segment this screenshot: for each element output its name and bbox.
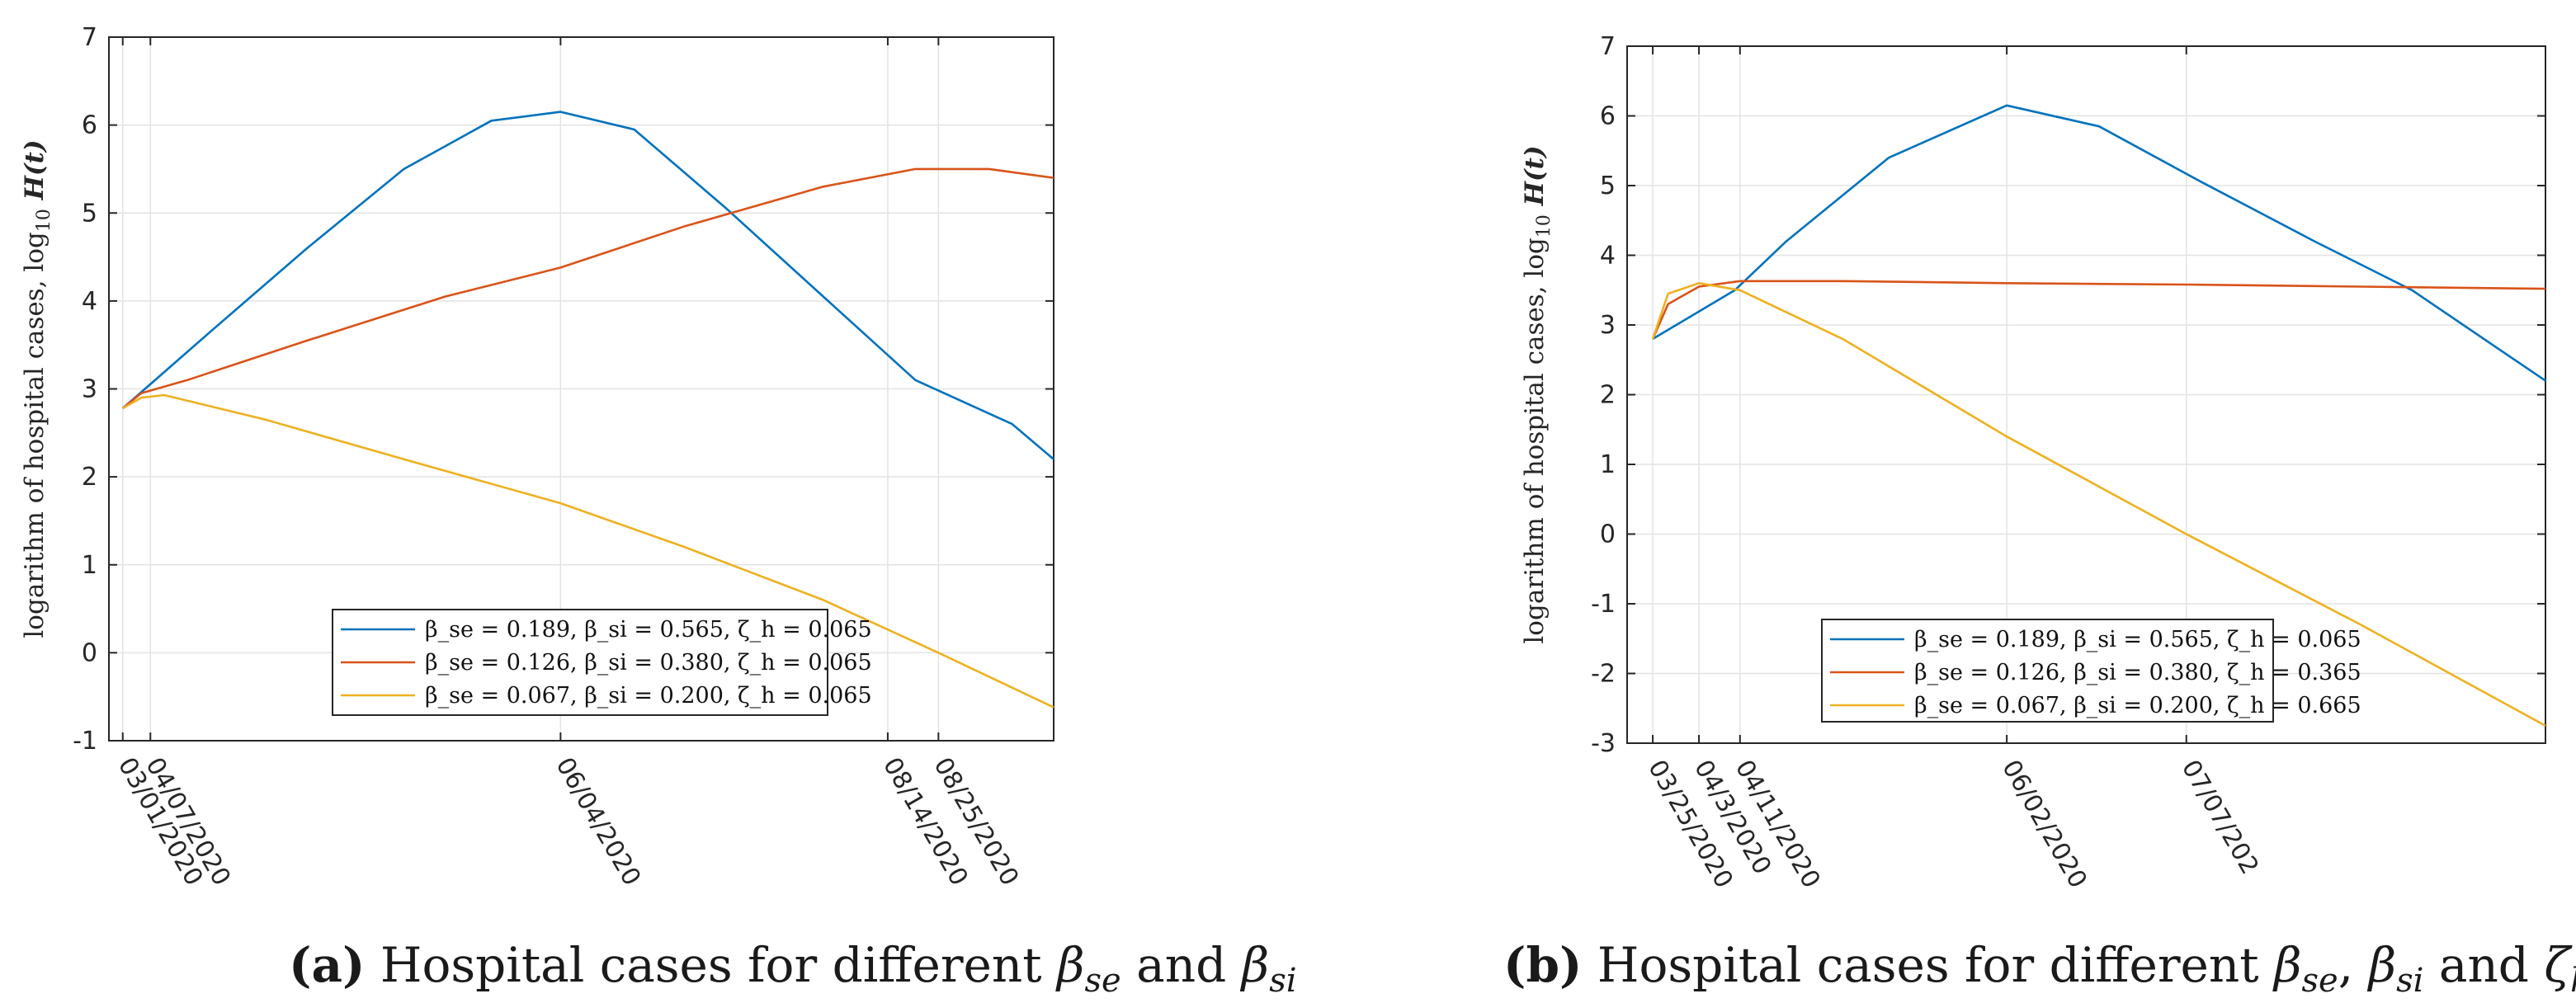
y-axis-label-base: 10 [34, 209, 54, 232]
y-tick-label: 0 [82, 638, 97, 667]
legend-label-1: β_se = 0.189, β_si = 0.565, ζ_h = 0.065 [425, 617, 872, 643]
y-tick-label: -1 [73, 727, 97, 756]
series-line-1 [121, 111, 1054, 460]
y-tick-label: -1 [1591, 590, 1616, 619]
series-line-3 [122, 393, 1054, 709]
x-tick-label: 06/02/2020 [1996, 756, 2092, 893]
legend-label-3: β_se = 0.067, β_si = 0.200, ζ_h = 0.065 [425, 683, 872, 709]
y-tick-label: 2 [1600, 381, 1616, 410]
caption-b-symbol-1: β [2272, 937, 2302, 993]
caption-b-mid-2: and [2423, 937, 2544, 993]
caption-a-mid: and [1121, 937, 1242, 993]
caption-a-sub-1: se [1085, 962, 1121, 1000]
caption-b-sub-1: se [2302, 962, 2338, 1000]
series-line-1 [1652, 104, 2546, 382]
caption-a-symbol-1: β [1055, 937, 1085, 993]
y-tick-label: -3 [1591, 729, 1616, 758]
y-axis-label-log: log [1520, 238, 1550, 277]
y-tick-label: 7 [1600, 32, 1616, 61]
chart-panel-b: -3-2-10123456703/25/202004/3/202004/11/2… [1520, 32, 2546, 893]
caption-a-text: Hospital cases for different [365, 937, 1057, 993]
y-tick-label: 2 [82, 463, 97, 492]
caption-b-symbol-2: β [2367, 937, 2397, 993]
caption-b-symbol-3: ζ [2544, 937, 2573, 993]
x-tick-label: 07/07/202 [2176, 756, 2264, 880]
y-tick-label: 5 [82, 199, 97, 228]
legend-label-3: β_se = 0.067, β_si = 0.200, ζ_h = 0.665 [1914, 693, 2361, 718]
y-axis-label-prefix: logarithm of hospital cases, [20, 272, 50, 638]
series-line-3 [1651, 281, 2546, 728]
y-tick-label: 6 [82, 111, 97, 140]
y-tick-label: 4 [1600, 242, 1616, 271]
caption-a-label: (a) [289, 937, 365, 993]
caption-b: (b) Hospital cases for different βse, βs… [1503, 937, 2576, 1000]
legend-label-2: β_se = 0.126, β_si = 0.380, ζ_h = 0.365 [1914, 660, 2361, 685]
x-tick-label: 06/04/2020 [550, 753, 646, 891]
legend-label-1: β_se = 0.189, β_si = 0.565, ζ_h = 0.065 [1914, 627, 2361, 652]
y-axis-label-log: log [20, 232, 50, 271]
series-line-2 [121, 167, 1054, 410]
y-tick-label: -2 [1591, 660, 1616, 689]
y-axis-label: logarithm of hospital cases, log10 H(t) [1520, 145, 1555, 643]
caption-b-sub-2: si [2396, 962, 2423, 1000]
caption-a-sub-2: si [1269, 962, 1296, 1000]
caption-b-mid: , [2338, 937, 2369, 993]
y-axis-label-prefix: logarithm of hospital cases, [1520, 278, 1550, 644]
y-tick-label: 3 [1600, 311, 1616, 340]
caption-a: (a) Hospital cases for different βse and… [289, 937, 1297, 1000]
y-tick-label: 6 [1600, 102, 1616, 131]
y-tick-label: 7 [82, 23, 97, 52]
caption-b-label: (b) [1503, 937, 1582, 993]
caption-b-text: Hospital cases for different [1582, 937, 2274, 993]
y-axis-label-function: H(t) [20, 139, 50, 209]
caption-b-sub-3: h [2570, 962, 2576, 1000]
y-tick-label: 0 [1600, 520, 1616, 549]
caption-a-symbol-2: β [1240, 937, 1270, 993]
y-tick-label: 4 [82, 287, 97, 316]
y-axis-label: logarithm of hospital cases, log10 H(t) [20, 139, 54, 638]
y-axis-label-base: 10 [1534, 214, 1555, 238]
series-line-2 [1651, 280, 2546, 340]
y-tick-label: 3 [82, 375, 97, 404]
legend-label-2: β_se = 0.126, β_si = 0.380, ζ_h = 0.065 [425, 650, 872, 676]
y-axis-label-function: H(t) [1520, 145, 1550, 214]
y-tick-label: 5 [1600, 172, 1616, 200]
y-tick-label: 1 [1600, 450, 1616, 479]
y-tick-label: 1 [82, 551, 97, 580]
